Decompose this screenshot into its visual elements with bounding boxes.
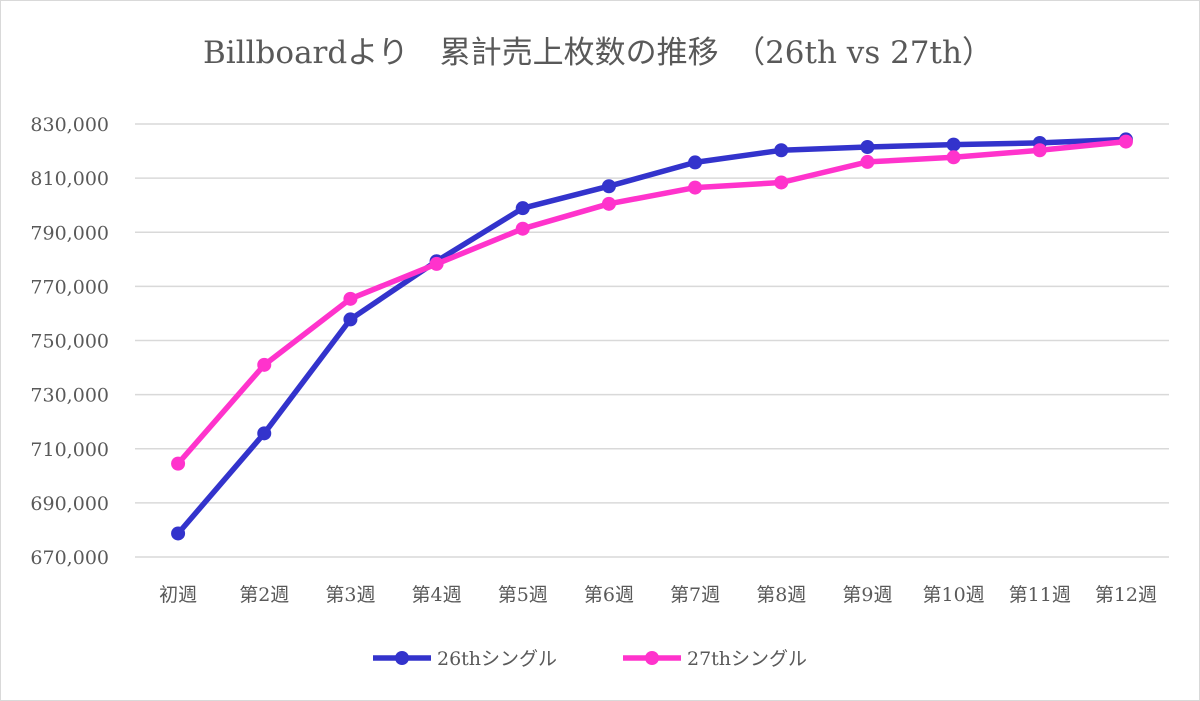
data-point	[946, 137, 961, 152]
data-point	[601, 179, 616, 194]
x-tick-label: 第7週	[670, 584, 720, 606]
y-tick-label: 810,000	[30, 168, 109, 190]
x-axis-ticks: 初週 第2週 第3週 第4週 第5週 第6週 第7週 第8週 第9週 第10週 第11週 第12週	[159, 584, 1157, 606]
x-tick-label: 第11週	[1009, 584, 1071, 606]
series-26thシングル	[171, 132, 1133, 541]
x-tick-label: 第5週	[498, 584, 548, 606]
x-tick-label: 初週	[159, 584, 197, 606]
y-tick-label: 710,000	[30, 439, 109, 461]
legend-marker	[395, 651, 409, 665]
data-point	[343, 291, 358, 306]
y-tick-label: 690,000	[30, 493, 109, 515]
data-point	[515, 201, 530, 216]
data-point	[257, 357, 272, 372]
y-tick-label: 730,000	[30, 385, 109, 407]
data-point	[257, 426, 272, 441]
y-tick-label: 790,000	[30, 222, 109, 244]
data-point	[171, 456, 186, 471]
legend-marker	[645, 651, 659, 665]
series-line	[175, 136, 1129, 537]
data-point	[171, 526, 186, 541]
legend-label: 26thシングル	[437, 648, 557, 670]
data-point	[1032, 143, 1047, 158]
x-tick-label: 第8週	[756, 584, 806, 606]
legend-item: 27thシングル	[623, 648, 807, 670]
data-point	[774, 175, 789, 190]
data-point	[429, 256, 444, 271]
data-point	[946, 150, 961, 165]
series-line	[175, 138, 1129, 467]
data-point	[515, 221, 530, 236]
x-tick-label: 第4週	[412, 584, 462, 606]
data-point	[343, 312, 358, 327]
x-tick-label: 第12週	[1095, 584, 1157, 606]
y-tick-label: 770,000	[30, 276, 109, 298]
series-27thシングル	[171, 134, 1133, 471]
chart-title: Billboardより 累計売上枚数の推移 （26th vs 27th）	[203, 35, 993, 71]
x-tick-label: 第3週	[325, 584, 375, 606]
series-lines	[171, 132, 1133, 541]
legend: 26thシングル 27thシングル	[373, 648, 807, 670]
data-point	[688, 155, 703, 170]
x-tick-label: 第9週	[842, 584, 892, 606]
data-point	[860, 140, 875, 155]
x-tick-label: 第2週	[239, 584, 289, 606]
legend-item: 26thシングル	[373, 648, 557, 670]
x-tick-label: 第6週	[584, 584, 634, 606]
x-tick-label: 第10週	[922, 584, 984, 606]
y-axis-ticks: 670,000 690,000 710,000 730,000 750,000 770,0…	[30, 114, 109, 569]
data-point	[860, 154, 875, 169]
data-point	[688, 180, 703, 195]
y-tick-label: 830,000	[30, 114, 109, 136]
y-tick-label: 750,000	[30, 331, 109, 353]
legend-label: 27thシングル	[687, 648, 807, 670]
data-point	[601, 196, 616, 211]
data-point	[774, 143, 789, 158]
gridlines	[135, 123, 1169, 558]
data-point	[1118, 134, 1133, 149]
y-tick-label: 670,000	[30, 547, 109, 569]
